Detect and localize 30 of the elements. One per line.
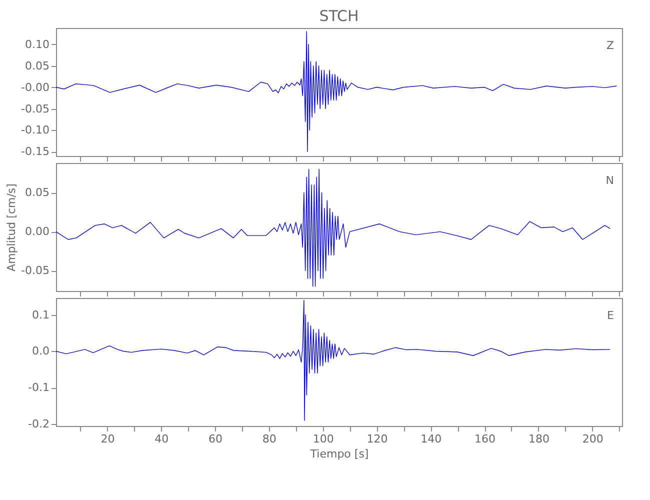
y-tick-label: 0.1 <box>32 308 50 322</box>
y-tick-label: 0.00 <box>25 225 50 238</box>
x-axis-title: Tiempo [s] <box>309 448 369 460</box>
y-tick-label: 0.05 <box>25 59 50 72</box>
text: Z <box>606 39 614 52</box>
x-tick-label: 40 <box>154 432 169 446</box>
y-tick-label: 0.05 <box>25 186 50 200</box>
y-tick-label: -0.1 <box>28 381 50 394</box>
x-tick-label: 140 <box>420 432 442 446</box>
y-tick-label: -0.15 <box>21 145 50 158</box>
x-tick-label: 100 <box>312 432 334 446</box>
y-axis-title: Amplitud [cm/s] <box>5 184 18 272</box>
line-series <box>56 31 617 152</box>
x-tick-label: 20 <box>100 432 115 446</box>
y-tick-label: -0.10 <box>21 124 50 137</box>
y-tick-label: -0.2 <box>28 418 50 431</box>
x-tick-label: 80 <box>262 432 276 446</box>
x-tick-label: 180 <box>528 432 550 446</box>
y-tick-label: -0.05 <box>21 264 50 278</box>
x-tick-label: 120 <box>366 432 388 446</box>
chart-title: STCH <box>319 7 359 25</box>
x-tick-label: 200 <box>582 432 604 446</box>
text: E <box>607 309 614 322</box>
y-tick-label: 0.10 <box>25 38 50 51</box>
x-tick-label: 60 <box>208 432 223 446</box>
y-tick-label: -0.05 <box>21 102 50 116</box>
y-tick-label: 0.0 <box>32 344 50 358</box>
text: N <box>606 174 614 187</box>
x-tick-label: 160 <box>474 432 496 446</box>
y-tick-label: -0.00 <box>21 80 50 94</box>
